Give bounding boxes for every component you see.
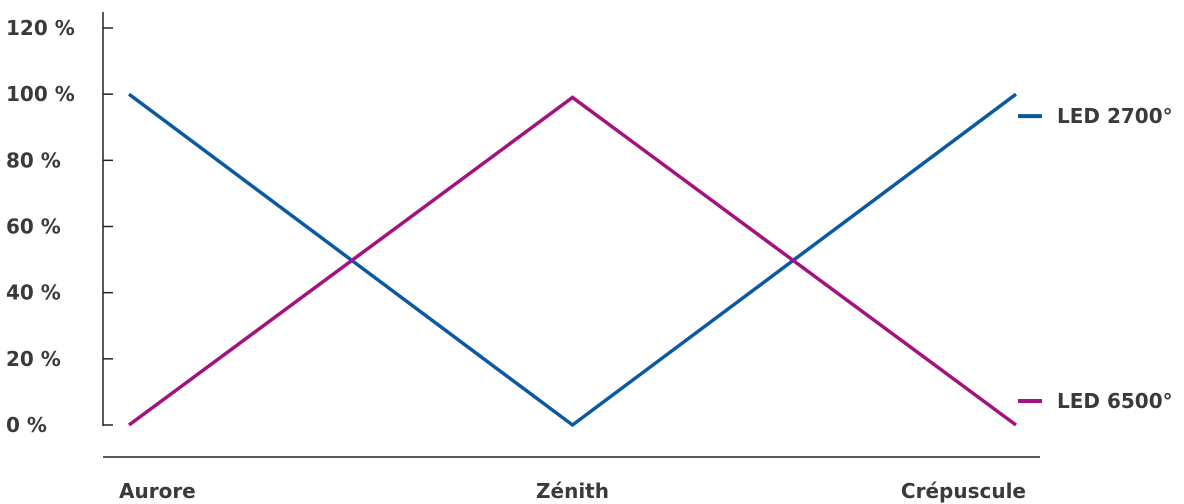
x-category-label: Zénith: [536, 479, 609, 503]
x-category-label: Crépuscule: [901, 479, 1026, 503]
legend-label: LED 6500°: [1057, 389, 1173, 413]
series-lines: [127, 92, 1018, 428]
series-line-2: [127, 95, 1018, 427]
y-axis: 0 % 20 % 40 % 60 % 80 % 100 % 120 %: [6, 12, 113, 437]
y-tick-label: 0 %: [6, 413, 47, 437]
y-tick-label: 120 %: [6, 16, 75, 40]
y-tick-label: 40 %: [6, 281, 61, 305]
legend-label: LED 2700°: [1057, 104, 1173, 128]
y-tick-label: 60 %: [6, 215, 61, 239]
legend: LED 2700° LED 6500°: [1018, 104, 1173, 413]
x-axis: Aurore Zénith Crépuscule: [103, 456, 1040, 503]
y-tick-label: 20 %: [6, 347, 61, 371]
y-tick-label: 80 %: [6, 148, 61, 172]
series-line-1: [127, 92, 1018, 428]
y-tick-label: 100 %: [6, 82, 75, 106]
x-category-label: Aurore: [119, 479, 196, 503]
